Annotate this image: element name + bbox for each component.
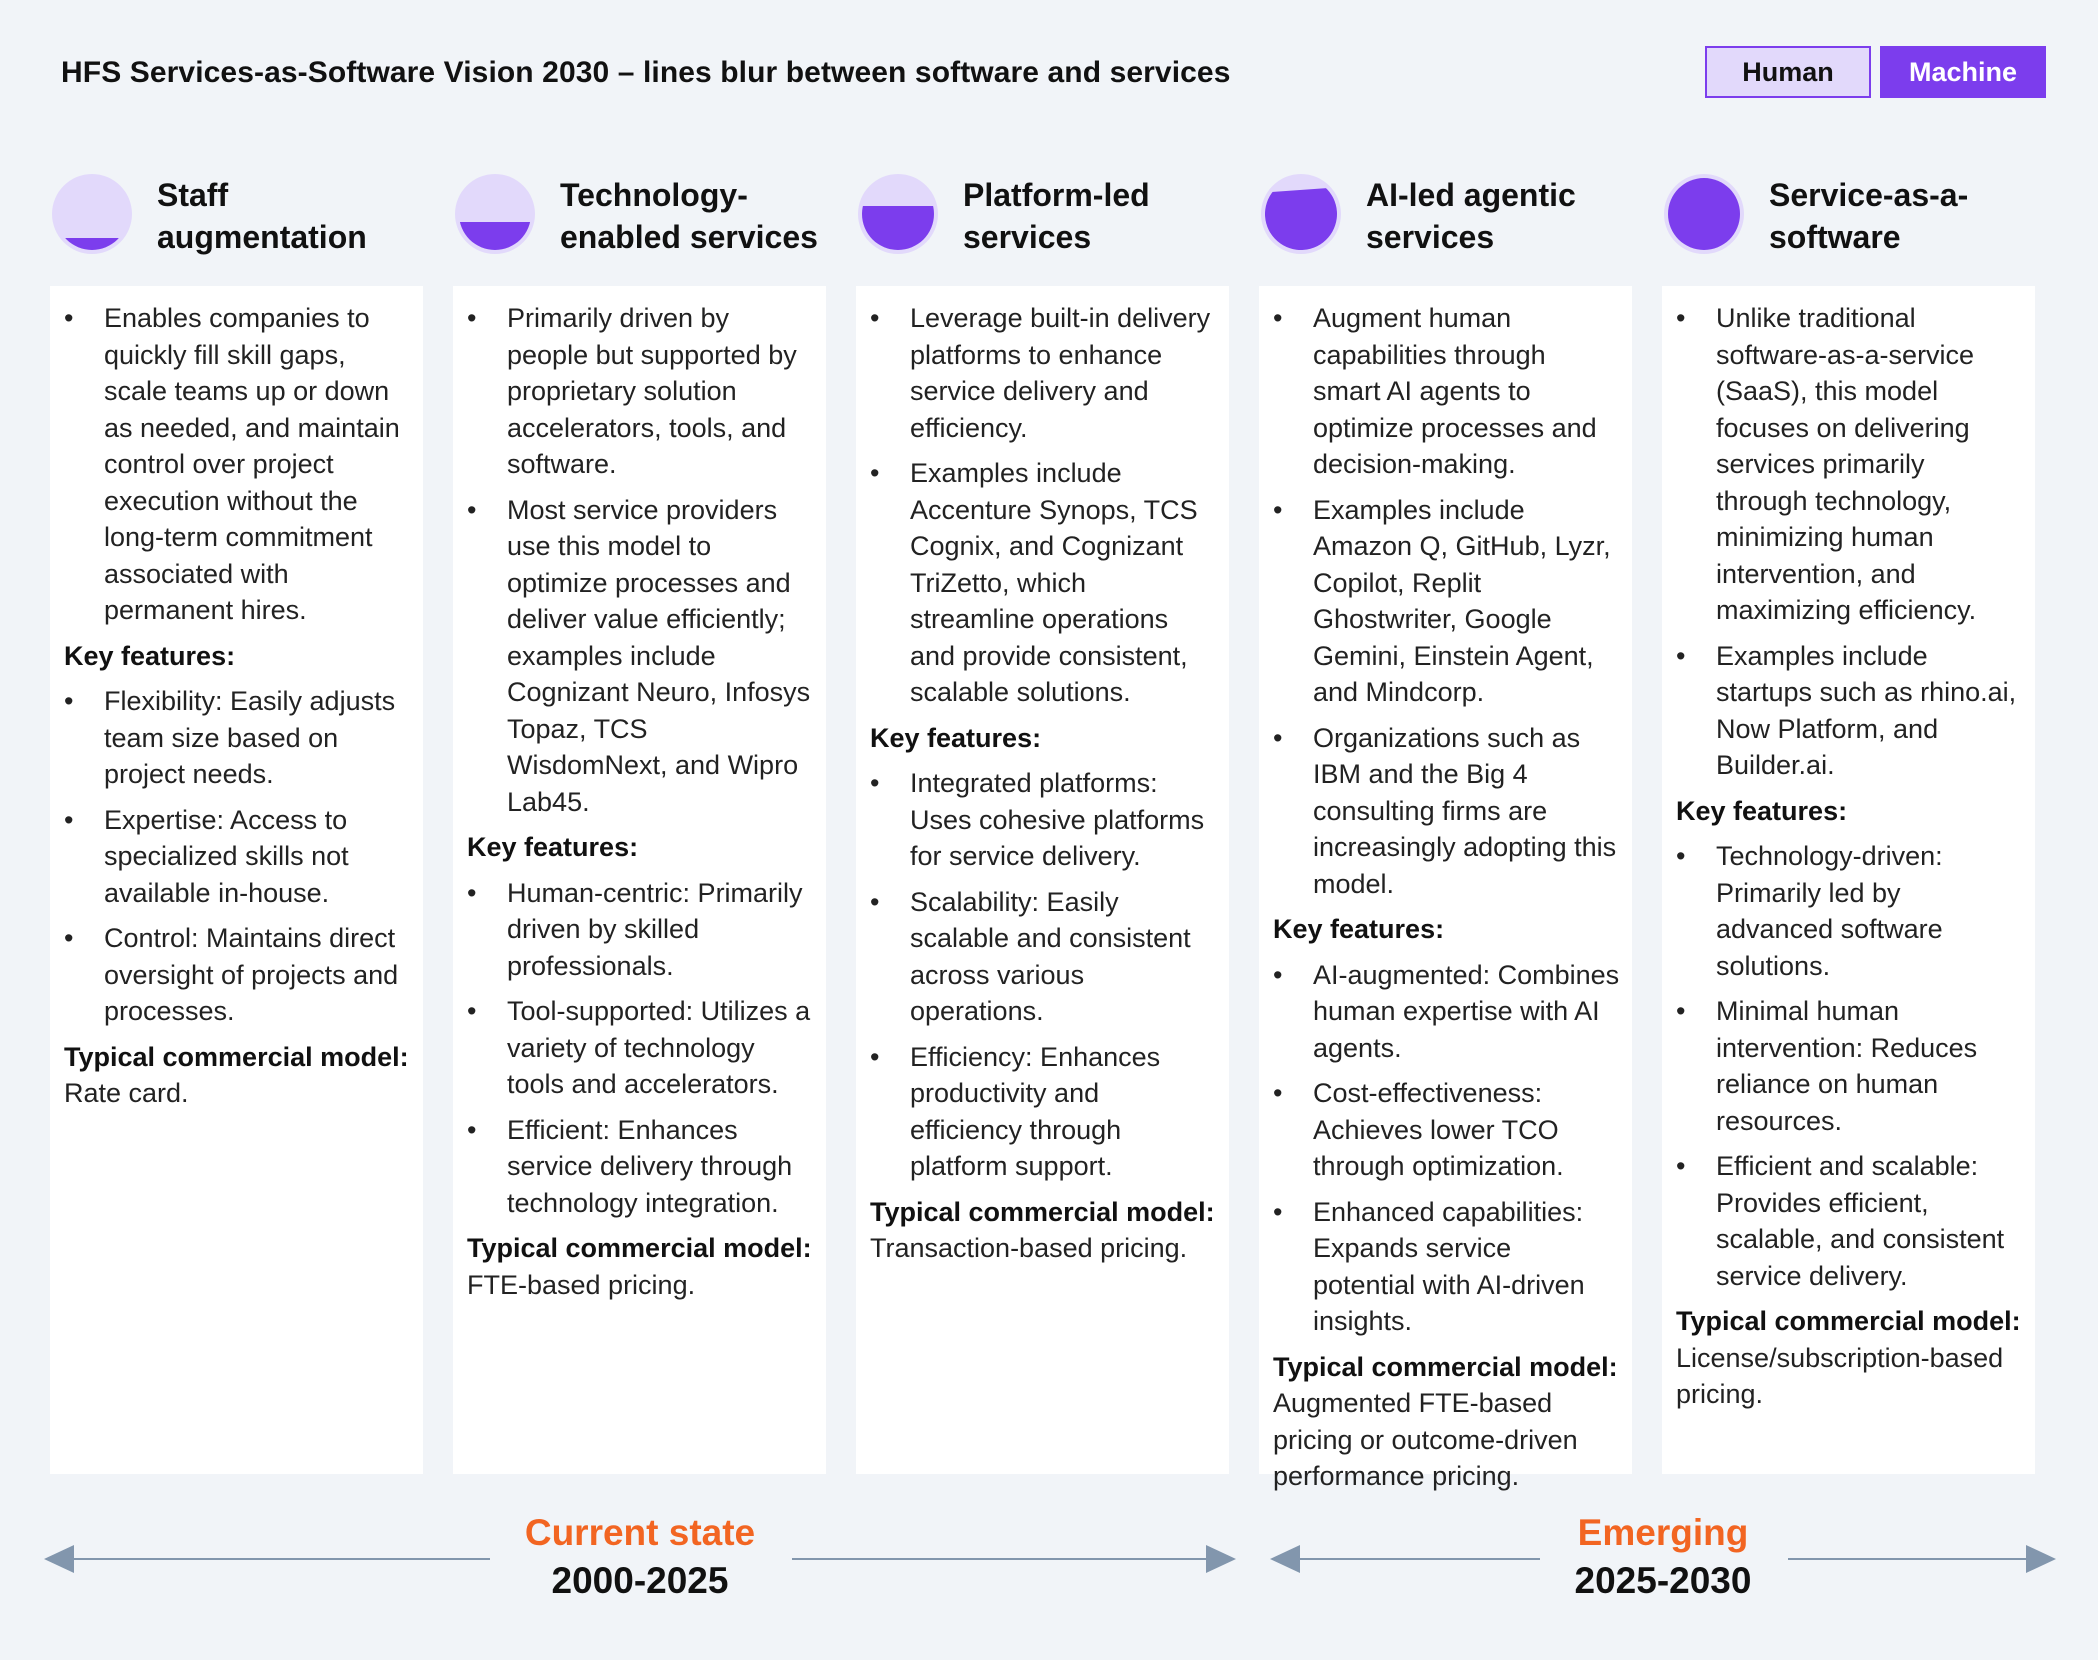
commercial-model-value: Rate card. [64,1078,189,1108]
arrow-right-icon [1206,1545,1236,1573]
description-list: Augment human capabilities through smart… [1273,300,1620,902]
column-card: Unlike traditional software-as-a-service… [1662,286,2035,1474]
commercial-model-value: Augmented FTE-based pricing or outcome-d… [1273,1388,1578,1491]
model-column: Service-as-a- software Unlike traditional… [1662,170,2035,1474]
feature-item: Integrated platforms: Uses cohesive plat… [870,765,1217,875]
column-header: AI-led agentic services [1259,170,1632,286]
feature-item: Tool-supported: Utilizes a variety of te… [467,993,814,1103]
commercial-model-label: Typical commercial model: [1273,1351,1618,1382]
commercial-model-label: Typical commercial model: [467,1233,812,1263]
column-title: Service-as-a- software [1769,177,1969,255]
description-item: Primarily driven by people but supported… [467,300,814,483]
key-features-heading: Key features: [467,832,639,862]
commercial-model: Typical commercial model: FTE-based pric… [467,1230,814,1303]
timeline-line-current-left [70,1558,490,1560]
feature-item: Efficiency: Enhances productivity and ef… [870,1039,1217,1185]
column-card: Augment human capabilities through smart… [1259,286,1632,1491]
column-card: Leverage built-in delivery platforms to … [856,286,1229,1474]
feature-item: Efficient and scalable: Provides efficie… [1676,1148,2023,1294]
column-title: Staff augmentation [157,177,367,255]
column-title: Platform-led services [963,177,1150,255]
feature-item: Efficient: Enhances service delivery thr… [467,1112,814,1222]
column-header: Technology- enabled services [453,170,826,286]
arrow-left-icon [44,1545,74,1573]
model-column: Technology- enabled services Primarily dr… [453,170,826,1474]
description-item: Examples include Accenture Synops, TCS C… [870,455,1217,711]
commercial-model-label: Typical commercial model: [870,1196,1215,1227]
commercial-model: Typical commercial model: Rate card. [64,1039,411,1112]
legend: Human Machine [1705,46,2046,98]
feature-item: Expertise: Access to specialized skills … [64,802,411,912]
feature-item: Cost-effectiveness: Achieves lower TCO t… [1273,1075,1620,1185]
column-card: Enables companies to quickly fill skill … [50,286,423,1474]
human-machine-ratio-icon [1261,174,1341,254]
timeline-line-emerging-right [1788,1558,2032,1560]
features-list: Flexibility: Easily adjusts team size ba… [64,683,411,1030]
description-item: Organizations such as IBM and the Big 4 … [1273,720,1620,903]
description-list: Unlike traditional software-as-a-service… [1676,300,2023,784]
description-item: Most service providers use this model to… [467,492,814,821]
commercial-model: Typical commercial model: Augmented FTE-… [1273,1349,1620,1495]
description-item: Examples include startups such as rhino.… [1676,638,2023,784]
features-list: Integrated platforms: Uses cohesive plat… [870,765,1217,1185]
human-machine-ratio-icon [1664,174,1744,254]
column-title: AI-led agentic services [1366,177,1576,255]
timeline-line-emerging-left [1296,1558,1540,1560]
arrow-right-icon [2026,1545,2056,1573]
legend-human: Human [1705,46,1871,98]
timeline-emerging: Emerging 2025-2030 [1503,1509,1823,1605]
description-list: Leverage built-in delivery platforms to … [870,300,1217,711]
timeline-emerging-name: Emerging [1577,1512,1749,1553]
feature-item: Human-centric: Primarily driven by skill… [467,875,814,985]
description-list: Primarily driven by people but supported… [467,300,814,820]
timeline-current-name: Current state [524,1512,756,1553]
timeline-current-years: 2000-2025 [551,1560,729,1601]
description-item: Leverage built-in delivery platforms to … [870,300,1217,446]
legend-machine: Machine [1880,46,2046,98]
commercial-model-value: License/subscription-based pricing. [1676,1342,2004,1410]
feature-item: Technology-driven: Primarily led by adva… [1676,838,2023,984]
description-item: Unlike traditional software-as-a-service… [1676,300,2023,629]
timeline-current: Current state 2000-2025 [480,1509,800,1605]
description-list: Enables companies to quickly fill skill … [64,300,411,629]
commercial-model-label: Typical commercial model: [64,1041,409,1072]
features-list: Human-centric: Primarily driven by skill… [467,875,814,1222]
model-column: Staff augmentation Enables companies to q… [50,170,423,1474]
arrow-left-icon [1270,1545,1300,1573]
column-header: Staff augmentation [50,170,423,286]
timeline-line-current-right [792,1558,1212,1560]
column-title: Technology- enabled services [560,177,818,255]
feature-item: Flexibility: Easily adjusts team size ba… [64,683,411,793]
commercial-model-value: Transaction-based pricing. [870,1233,1188,1263]
column-card: Primarily driven by people but supported… [453,286,826,1474]
timeline-emerging-years: 2025-2030 [1574,1560,1752,1601]
feature-item: Enhanced capabilities: Expands service p… [1273,1194,1620,1340]
description-item: Augment human capabilities through smart… [1273,300,1620,483]
feature-item: AI-augmented: Combines human expertise w… [1273,957,1620,1067]
page-title: HFS Services-as-Software Vision 2030 – l… [61,56,1231,89]
feature-item: Control: Maintains direct oversight of p… [64,920,411,1030]
human-machine-ratio-icon [52,174,132,254]
column-header: Service-as-a- software [1662,170,2035,286]
key-features-heading: Key features: [64,640,236,671]
key-features-heading: Key features: [1676,795,1848,826]
model-column: AI-led agentic services Augment human cap… [1259,170,1632,1491]
features-list: Technology-driven: Primarily led by adva… [1676,838,2023,1294]
model-column: Platform-led services Leverage built-in d… [856,170,1229,1474]
features-list: AI-augmented: Combines human expertise w… [1273,957,1620,1340]
commercial-model-label: Typical commercial model: [1676,1306,2021,1336]
human-machine-ratio-icon [455,174,535,254]
feature-item: Scalability: Easily scalable and consist… [870,884,1217,1030]
commercial-model: Typical commercial model: License/subscri… [1676,1303,2023,1413]
key-features-heading: Key features: [870,722,1042,753]
column-header: Platform-led services [856,170,1229,286]
commercial-model: Typical commercial model: Transaction-ba… [870,1194,1217,1267]
feature-item: Minimal human intervention: Reduces reli… [1676,993,2023,1139]
commercial-model-value: FTE-based pricing. [467,1269,696,1300]
key-features-heading: Key features: [1273,914,1445,944]
human-machine-ratio-icon [858,174,938,254]
description-item: Examples include Amazon Q, GitHub, Lyzr,… [1273,492,1620,711]
description-item: Enables companies to quickly fill skill … [64,300,411,629]
